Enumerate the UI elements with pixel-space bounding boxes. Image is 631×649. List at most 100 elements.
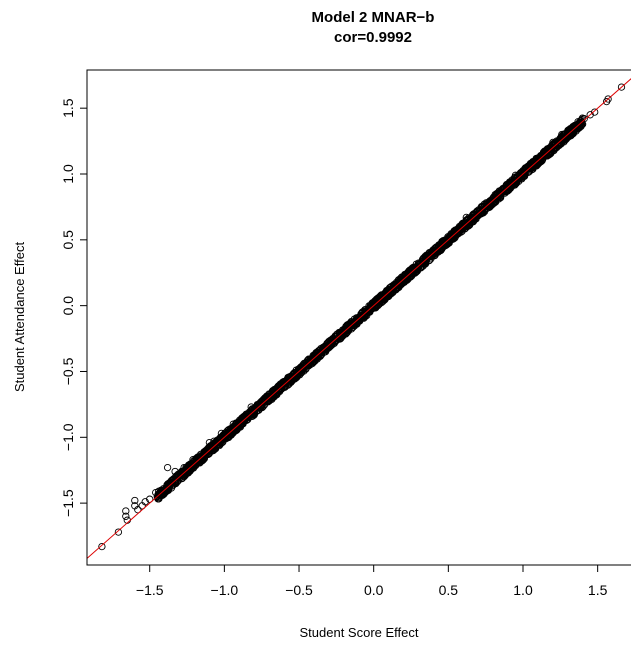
data-point (529, 161, 537, 169)
data-point (440, 241, 448, 249)
data-point (508, 182, 516, 190)
data-point (369, 304, 377, 312)
x-tick-label: −0.5 (285, 582, 313, 598)
chart-subtitle: cor=0.9992 (334, 29, 412, 46)
data-point (496, 194, 505, 202)
data-point (217, 429, 226, 438)
data-point (359, 311, 368, 319)
data-point (459, 224, 467, 232)
data-point (180, 463, 188, 472)
data-point (167, 484, 176, 492)
y-axis-label: Student Attendance Effect (12, 242, 27, 392)
data-point (131, 496, 139, 505)
data-point (229, 420, 237, 428)
y-tick-label: 0.0 (60, 296, 76, 316)
data-point (270, 388, 278, 396)
data-point (287, 373, 295, 381)
data-point (544, 146, 552, 154)
data-point (436, 246, 445, 255)
data-point (511, 171, 520, 179)
data-point (396, 278, 404, 286)
x-tick-label: −1.5 (136, 582, 164, 598)
data-point (462, 222, 471, 230)
x-tick-label: 0.5 (439, 582, 459, 598)
chart-title: Model 2 MNAR−b (312, 9, 435, 26)
data-point (155, 487, 163, 495)
data-point (194, 455, 203, 463)
data-point (421, 256, 429, 265)
data-point (534, 156, 543, 164)
x-tick-label: 1.0 (513, 582, 533, 598)
y-tick-label: 1.0 (60, 164, 76, 184)
data-point (134, 506, 142, 514)
y-tick-label: −1.5 (60, 489, 76, 517)
data-point (362, 307, 370, 315)
x-tick-label: −1.0 (211, 582, 239, 598)
data-point (497, 188, 505, 197)
data-point (580, 115, 588, 123)
y-tick-label: −1.0 (60, 423, 76, 451)
data-point (340, 328, 348, 336)
data-point (512, 176, 521, 184)
data-point (190, 460, 199, 468)
data-point (574, 120, 582, 128)
data-point (477, 209, 485, 217)
data-point (425, 251, 433, 260)
x-axis: −1.5 −1.0 −0.5 0.0 0.5 1.0 1.5 (136, 565, 608, 598)
y-tick-label: 0.5 (60, 230, 76, 250)
data-point (277, 384, 285, 393)
data-point (181, 468, 189, 477)
data-point (441, 237, 449, 246)
data-point (554, 138, 563, 147)
data-point (282, 377, 291, 385)
data-point (564, 126, 572, 135)
data-point (226, 426, 235, 435)
data-point (210, 437, 218, 445)
data-point (384, 290, 393, 298)
data-point (500, 186, 508, 194)
x-tick-label: 1.5 (588, 582, 608, 598)
data-point (617, 83, 626, 91)
data-point (189, 456, 197, 464)
data-point (371, 298, 380, 306)
data-point (122, 507, 130, 515)
data-point (276, 386, 284, 394)
data-point (538, 151, 547, 160)
data-point (205, 438, 214, 447)
data-point (257, 401, 266, 409)
data-point (242, 413, 251, 422)
plot-frame (86, 69, 631, 566)
data-point (484, 199, 492, 208)
x-tick-label: 0.0 (364, 582, 384, 598)
x-axis-label: Student Score Effect (300, 625, 419, 640)
data-point (290, 373, 299, 381)
data-point (410, 265, 418, 273)
data-point (298, 363, 306, 372)
data-point (476, 207, 484, 215)
data-point (381, 290, 390, 299)
data-point (292, 368, 300, 377)
data-point (526, 159, 535, 168)
y-axis: −1.5 −1.0 −0.5 0.0 0.5 1.0 1.5 (60, 98, 87, 517)
data-point (146, 495, 154, 503)
data-point (163, 463, 172, 472)
data-point (206, 446, 214, 454)
data-point (441, 240, 449, 248)
data-point (299, 364, 307, 373)
data-point (153, 492, 162, 500)
data-point (591, 108, 599, 116)
data-point (187, 462, 195, 470)
data-point (310, 354, 319, 362)
reference-line (87, 78, 631, 559)
data-point (231, 426, 239, 434)
data-point (480, 200, 488, 208)
data-point (513, 176, 521, 184)
data-point (122, 512, 130, 520)
data-point (549, 138, 557, 147)
data-point (218, 434, 226, 442)
data-point (171, 467, 179, 476)
data-point (558, 130, 566, 139)
y-tick-label: −0.5 (60, 357, 76, 385)
